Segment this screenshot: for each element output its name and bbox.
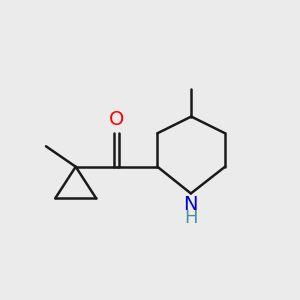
Text: O: O bbox=[109, 110, 124, 129]
Text: N: N bbox=[184, 195, 198, 214]
Text: H: H bbox=[184, 209, 198, 227]
